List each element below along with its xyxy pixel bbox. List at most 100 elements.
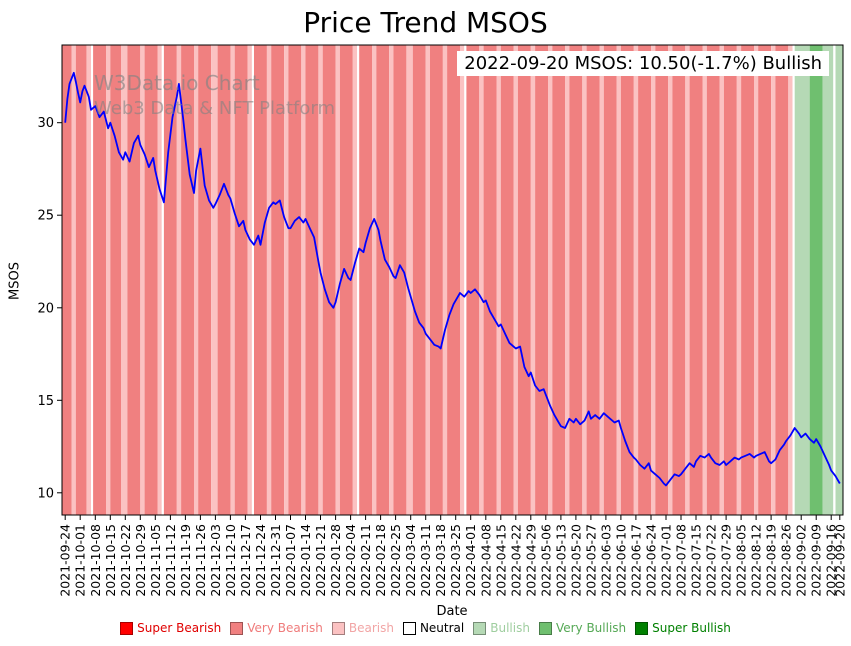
sentiment-band-bullish (822, 45, 834, 515)
sentiment-band-bearish (788, 45, 793, 515)
x-tick-label: 2022-03-18 (433, 524, 448, 597)
x-tick-label: 2022-05-20 (568, 524, 583, 597)
sentiment-band-very_bearish (376, 45, 390, 515)
legend-label-bearish: Bearish (348, 621, 394, 635)
x-tick-label: 2022-05-06 (538, 524, 553, 597)
x-tick-label: 2021-11-12 (163, 524, 178, 597)
legend-item-neutral: Neutral (402, 621, 465, 635)
price-line (64, 71, 841, 487)
x-tick-label: 2022-01-14 (298, 524, 313, 597)
sentiment-band-very_bearish (723, 45, 737, 515)
sentiment-band-bearish (425, 45, 430, 515)
legend-swatch-very-bearish (230, 621, 244, 635)
sentiment-band-bearish (335, 45, 340, 515)
sentiment-band-bearish (157, 45, 162, 515)
sentiment-band-very_bearish (163, 45, 177, 515)
legend-label-very-bullish: Very Bullish (555, 621, 627, 635)
sentiment-band-very_bearish (234, 45, 248, 515)
sentiment-band-very_bearish (569, 45, 583, 515)
sentiment-band-bearish (668, 45, 673, 515)
sentiment-band-very_bearish (93, 45, 106, 515)
legend-swatch-super-bearish (120, 621, 134, 635)
x-tick-label: 2022-04-22 (508, 524, 523, 597)
sentiment-band-bearish (633, 45, 639, 515)
sentiment-band-very_bearish (305, 45, 319, 515)
legend-label-super-bullish: Super Bullish (652, 621, 731, 635)
sentiment-band-very_bearish (552, 45, 566, 515)
x-tick-label: 2022-03-25 (448, 524, 463, 597)
sentiment-band-bearish (194, 45, 199, 515)
sentiment-legend: Super Bearish Very Bearish Bearish Neutral B… (0, 621, 851, 635)
sentiment-band-bearish (247, 45, 252, 515)
sentiment-band-bearish (176, 45, 182, 515)
sentiment-band-very_bearish (741, 45, 754, 515)
sentiment-band-very_bearish (254, 45, 267, 515)
y-tick-label: 30 (37, 116, 54, 131)
sentiment-band-bearish (318, 45, 323, 515)
x-tick-label: 2022-08-12 (749, 524, 764, 597)
sentiment-band-bearish (565, 45, 570, 515)
sentiment-bands (62, 45, 843, 515)
legend-label-super-bearish: Super Bearish (137, 621, 222, 635)
sentiment-band-very_bearish (75, 45, 87, 515)
sentiment-band-bullish (794, 45, 810, 515)
x-tick-label: 2021-09-24 (58, 524, 73, 597)
sentiment-band-very_bearish (359, 45, 373, 515)
x-tick-label: 2022-04-15 (493, 524, 508, 597)
sentiment-band-bearish (513, 45, 518, 515)
sentiment-band-very_bearish (412, 45, 426, 515)
x-tick-label: 2021-11-26 (193, 524, 208, 597)
y-axis: 10 15 20 25 30 (37, 116, 62, 501)
x-tick-label: 2022-02-04 (343, 524, 358, 597)
x-tick-label: 2022-03-11 (418, 524, 433, 597)
sentiment-band-bearish (86, 45, 91, 515)
x-tick-label: 2021-11-05 (148, 524, 163, 597)
x-tick-label: 2022-06-17 (628, 524, 643, 597)
x-tick-label: 2022-03-04 (403, 524, 418, 597)
sentiment-band-bearish (71, 45, 76, 515)
sentiment-band-bearish (685, 45, 690, 515)
sentiment-band-very_bearish (288, 45, 302, 515)
x-tick-label: 2022-06-10 (613, 524, 628, 597)
x-tick-label: 2022-08-05 (734, 524, 749, 597)
legend-item-super-bearish: Super Bearish (120, 621, 221, 635)
sentiment-band-very_bearish (638, 45, 651, 515)
sentiment-band-neutral (357, 45, 360, 515)
legend-swatch-neutral (402, 621, 416, 635)
sentiment-band-bearish (266, 45, 272, 515)
sentiment-band-very_bearish (271, 45, 285, 515)
x-tick-label: 2022-04-01 (463, 524, 478, 597)
sentiment-band-bearish (372, 45, 377, 515)
sentiment-band-bearish (530, 45, 536, 515)
x-tick-label: 2022-08-19 (764, 524, 779, 597)
x-axis-label: Date (436, 604, 468, 619)
sentiment-band-very_bearish (110, 45, 121, 515)
legend-label-bullish: Bullish (490, 621, 530, 635)
sentiment-band-very_bearish (144, 45, 158, 515)
plot-border (61, 44, 844, 516)
x-tick-label: 2022-05-13 (553, 524, 568, 597)
sentiment-band-bearish (736, 45, 742, 515)
sentiment-band-bearish (230, 45, 235, 515)
x-tick-label: 2022-09-02 (794, 524, 809, 597)
sentiment-band-bearish (771, 45, 776, 515)
sentiment-band-very_bearish (62, 45, 72, 515)
latest-price-annotation: 2022-09-20 MSOS: 10.50(-1.7%) Bullish (457, 51, 829, 76)
x-tick-label: 2021-10-29 (133, 524, 148, 597)
sentiment-band-bearish (719, 45, 724, 515)
sentiment-band-bearish (460, 45, 465, 515)
legend-swatch-bearish (331, 621, 345, 635)
sentiment-band-very_bearish (758, 45, 772, 515)
sentiment-band-neutral (833, 45, 836, 515)
x-tick-label: 2021-12-17 (238, 524, 253, 597)
legend-label-neutral: Neutral (419, 621, 465, 635)
sentiment-band-very_bearish (393, 45, 407, 515)
sentiment-band-bearish (442, 45, 448, 515)
sentiment-band-bearish (406, 45, 413, 515)
x-tick-label: 2022-07-15 (689, 524, 704, 597)
y-tick-label: 15 (37, 394, 54, 409)
sentiment-band-very_bearish (198, 45, 212, 515)
x-tick-label: 2022-09-09 (809, 524, 824, 597)
y-axis-label: MSOS (7, 262, 23, 300)
sentiment-band-very_bearish (775, 45, 789, 515)
